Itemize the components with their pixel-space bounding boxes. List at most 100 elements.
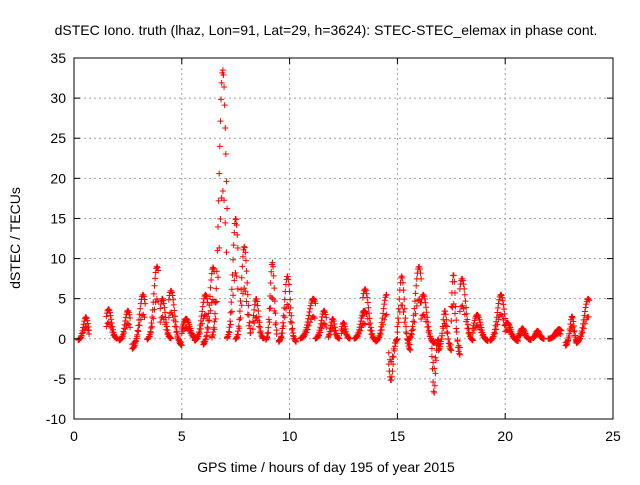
data-point	[311, 315, 318, 322]
data-point	[245, 302, 252, 309]
data-point	[241, 243, 248, 250]
data-point	[285, 281, 292, 288]
data-point	[244, 279, 251, 286]
data-point	[228, 308, 235, 315]
data-point	[244, 291, 251, 298]
data-point	[330, 318, 337, 325]
data-point	[242, 288, 249, 295]
data-point	[238, 286, 245, 293]
data-point	[212, 310, 219, 317]
data-point	[148, 319, 155, 326]
data-point	[305, 322, 312, 329]
data-point	[232, 215, 239, 222]
data-point	[223, 249, 230, 256]
data-point	[267, 305, 274, 312]
data-point	[362, 321, 369, 328]
data-point	[141, 314, 148, 321]
data-point	[497, 291, 504, 298]
data-point	[279, 319, 286, 326]
y-tick-label: 30	[50, 90, 66, 106]
data-point	[154, 264, 161, 271]
data-point	[163, 323, 170, 330]
data-point	[430, 379, 437, 386]
data-point	[239, 253, 246, 260]
data-point	[247, 329, 254, 336]
grid-lines	[74, 58, 613, 419]
y-axis-title: dSTEC / TECUs	[7, 187, 23, 289]
data-point	[307, 319, 314, 326]
data-point	[236, 308, 243, 315]
data-point	[388, 373, 395, 380]
data-point	[281, 314, 288, 321]
data-point	[233, 335, 240, 342]
y-tick-label: 35	[50, 50, 66, 66]
data-point	[463, 310, 470, 317]
data-point	[459, 302, 466, 309]
data-point	[221, 197, 228, 204]
data-point	[360, 320, 367, 327]
data-point	[377, 330, 384, 337]
data-point	[169, 292, 176, 299]
data-point	[244, 311, 251, 318]
data-point	[320, 320, 327, 327]
data-point	[378, 326, 385, 333]
data-point	[403, 329, 410, 336]
data-point	[178, 342, 185, 349]
data-point	[122, 314, 129, 321]
data-point	[227, 318, 234, 325]
data-point	[233, 273, 240, 280]
data-point	[423, 304, 430, 311]
data-point	[326, 331, 333, 338]
data-point	[430, 388, 437, 395]
data-point	[251, 319, 258, 326]
data-point	[231, 277, 238, 284]
data-point	[273, 331, 280, 338]
data-point	[157, 305, 164, 312]
data-point	[413, 302, 420, 309]
data-point	[448, 347, 455, 354]
data-point	[268, 294, 275, 301]
data-point	[140, 311, 147, 318]
data-point	[183, 324, 190, 331]
data-point	[443, 316, 450, 323]
data-point	[227, 321, 234, 328]
data-point	[408, 330, 415, 337]
data-point	[230, 292, 237, 299]
data-point	[251, 301, 258, 308]
data-point	[153, 263, 160, 270]
data-point	[205, 317, 212, 324]
data-point	[215, 274, 222, 281]
x-tick-label: 5	[178, 428, 186, 444]
data-point	[580, 325, 587, 332]
data-point	[119, 333, 126, 340]
data-point	[173, 329, 180, 336]
data-point	[342, 323, 349, 330]
x-tick-label: 0	[70, 428, 78, 444]
data-point	[213, 285, 220, 292]
data-point	[170, 301, 177, 308]
data-point	[303, 329, 310, 336]
data-point	[407, 334, 414, 341]
data-point	[237, 315, 244, 322]
data-point	[318, 325, 325, 332]
data-point	[357, 327, 364, 334]
data-point	[495, 300, 502, 307]
data-point	[340, 319, 347, 326]
data-point	[202, 336, 209, 343]
data-point	[585, 295, 592, 302]
data-point	[257, 327, 264, 334]
data-point	[569, 313, 576, 320]
data-point	[137, 316, 144, 323]
data-point	[206, 293, 213, 300]
data-point	[228, 286, 235, 293]
data-point	[394, 336, 401, 343]
data-point	[391, 347, 398, 354]
data-point	[268, 268, 275, 275]
data-point	[245, 311, 252, 318]
data-point	[411, 298, 418, 305]
data-point	[304, 326, 311, 333]
data-point	[243, 268, 250, 275]
data-point	[220, 71, 227, 78]
data-point	[363, 290, 370, 297]
data-point	[288, 312, 295, 319]
